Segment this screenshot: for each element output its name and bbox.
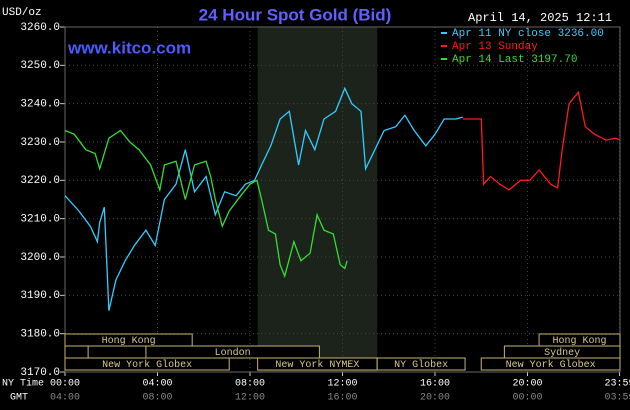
x-tick-label-gmt: 20:00 <box>420 393 450 404</box>
session-box <box>64 345 89 359</box>
y-tick-label: 3170.0 <box>20 367 60 379</box>
y-tick-label: 3220.0 <box>20 175 60 187</box>
session-highlight <box>257 27 378 372</box>
series-line <box>64 86 463 311</box>
session-label: Hong Kong <box>102 336 156 347</box>
y-tick-label: 3240.0 <box>20 99 60 111</box>
x-tick-label-gmt: 03:59 <box>605 393 630 404</box>
y-tick-label: 3230.0 <box>20 137 60 149</box>
unit-label: USD/oz <box>2 7 42 19</box>
x-tick-label-gmt: 04:00 <box>50 393 80 404</box>
session-box <box>64 333 193 347</box>
x-tick-label: 00:00 <box>50 379 80 390</box>
session-label: New York Globex <box>102 359 192 371</box>
x-tick-label-gmt: 16:00 <box>327 393 357 404</box>
session-label: Hong Kong <box>553 336 607 347</box>
x-tick-label: 12:00 <box>327 379 357 390</box>
y-tick-label: 3180.0 <box>20 329 60 341</box>
x-tick-label-gmt: 12:00 <box>235 393 265 404</box>
x-tick-label: 16:00 <box>420 379 450 390</box>
y-tick-label: 3260.0 <box>20 22 60 34</box>
session-box <box>480 357 621 371</box>
session-label: NY Globex <box>394 359 448 371</box>
x-row-label: NY Time <box>2 378 44 390</box>
series-line <box>64 129 348 279</box>
legend-label: Apr 11 NY close 3236.00 <box>452 28 604 40</box>
y-tick-label: 3250.0 <box>20 60 60 72</box>
legend-label: Apr 14 Last 3197.70 <box>452 54 577 66</box>
session-box <box>376 357 466 371</box>
x-tick-label: 08:00 <box>235 379 265 390</box>
site-label: www.kitco.com <box>67 38 191 57</box>
chart-title: 24 Hour Spot Gold (Bid) <box>199 5 392 24</box>
x-tick-label: 23:59 <box>605 379 630 390</box>
plot-frame <box>64 26 621 373</box>
legend-label: Apr 13 Sunday <box>452 41 538 53</box>
y-tick-label: 3210.0 <box>20 214 60 226</box>
x-tick-label-gmt: 08:00 <box>142 393 172 404</box>
session-label: New York NYMEX <box>275 359 359 371</box>
timestamp: April 14, 2025 12:11 <box>468 11 612 25</box>
x-tick-label: 04:00 <box>142 379 172 390</box>
x-tick-label-gmt: 00:00 <box>512 393 542 404</box>
series-line <box>462 90 621 191</box>
y-tick-label: 3190.0 <box>20 290 60 302</box>
session-label: Sydney <box>544 347 580 359</box>
x-row-label: GMT <box>10 393 28 404</box>
session-label: New York Globex <box>506 359 596 371</box>
x-tick-label: 20:00 <box>512 379 542 390</box>
session-box <box>64 357 230 371</box>
session-label: London <box>215 347 251 359</box>
session-box <box>145 345 320 359</box>
y-tick-label: 3200.0 <box>20 252 60 264</box>
